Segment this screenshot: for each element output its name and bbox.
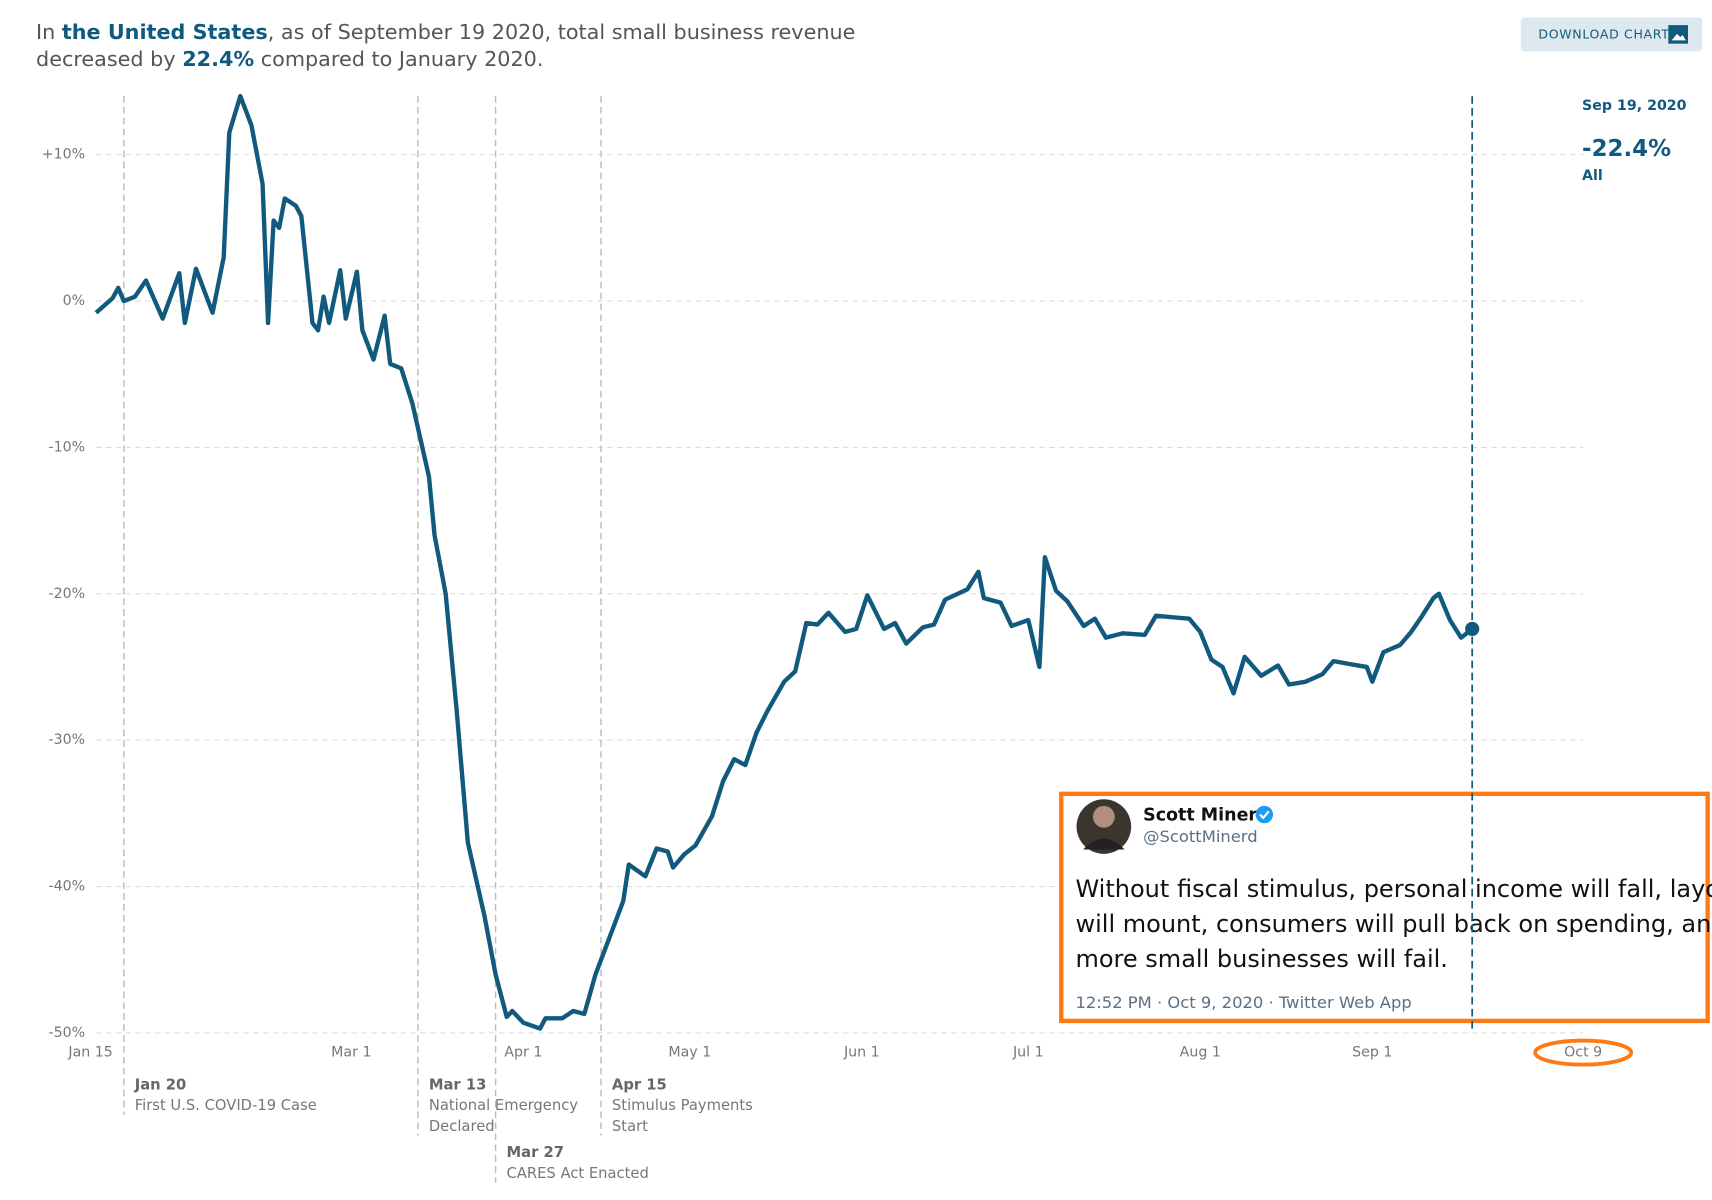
tweet-text: more small businesses will fail. bbox=[1075, 945, 1447, 973]
y-tick-label: -20% bbox=[49, 586, 86, 602]
header-text: compared to January 2020. bbox=[254, 47, 543, 71]
download-button[interactable]: DOWNLOAD CHART bbox=[1520, 17, 1703, 52]
y-tick-label: 0% bbox=[63, 293, 86, 309]
x-tick-label: Aug 1 bbox=[1180, 1045, 1221, 1061]
hover-layer: Sep 19, 2020 -22.4% All bbox=[1465, 96, 1687, 1033]
button-label[interactable]: DOWNLOAD CHART bbox=[1538, 26, 1669, 41]
x-tick-label: Jun 1 bbox=[843, 1045, 880, 1061]
tweet-text: Without fiscal stimulus, personal income… bbox=[1075, 875, 1712, 903]
end-point bbox=[1465, 621, 1480, 637]
highlight-ellipse bbox=[1533, 1038, 1634, 1067]
header-line-2: decreased by 22.4% compared to January 2… bbox=[36, 47, 543, 71]
tweet-name: Scott Minerd bbox=[1143, 806, 1269, 826]
x-tick-label: May 1 bbox=[668, 1045, 711, 1061]
x-tick-label: Jan 15 bbox=[67, 1045, 112, 1061]
event-label: Stimulus Payments bbox=[612, 1097, 753, 1114]
event-label: National Emergency bbox=[429, 1097, 578, 1114]
line bbox=[94, 93, 1474, 1031]
y-tick-label: -10% bbox=[49, 439, 86, 455]
tweet-text: will mount, consumers will pull back on … bbox=[1075, 910, 1712, 938]
x-tick-label: Oct 9 bbox=[1564, 1045, 1602, 1061]
header-text: In bbox=[36, 20, 62, 44]
event-date: Jan 20 bbox=[134, 1076, 187, 1093]
tweet: Scott Minerd @ScottMinerd Without fiscal… bbox=[1059, 791, 1712, 1024]
header-text: decreased by bbox=[36, 47, 182, 71]
x-tick-label: Sep 1 bbox=[1352, 1045, 1392, 1061]
header-line-1: In the United States, as of September 19… bbox=[36, 20, 855, 44]
header-location: the United States bbox=[62, 20, 268, 44]
event-label: CARES Act Enacted bbox=[507, 1165, 649, 1182]
button-icon[interactable] bbox=[1668, 25, 1688, 44]
tweet-handle: @ScottMinerd bbox=[1143, 827, 1257, 846]
verified-badge bbox=[1259, 810, 1270, 820]
tweet-meta: 12:52 PM · Oct 9, 2020 · Twitter Web App bbox=[1075, 993, 1411, 1012]
tweet-box bbox=[1059, 791, 1710, 1024]
hover-date: Sep 19, 2020 bbox=[1582, 98, 1687, 114]
button-bg[interactable] bbox=[1520, 17, 1703, 52]
plot: +10% 0% -10% -20% -30% -40% -50% Jan 15 Mar 1 Apr… bbox=[42, 93, 1634, 1183]
avatar bbox=[1083, 838, 1125, 850]
event-label: First U.S. COVID-19 Case bbox=[135, 1097, 317, 1114]
button-icon[interactable] bbox=[1671, 33, 1686, 41]
y-tick-label: -50% bbox=[49, 1025, 86, 1041]
hover-series: All bbox=[1582, 168, 1603, 184]
event-date: Mar 27 bbox=[507, 1144, 565, 1161]
avatar bbox=[1092, 805, 1115, 828]
x-tick-label: Jul 1 bbox=[1012, 1045, 1044, 1061]
y-tick-label: +10% bbox=[42, 147, 85, 163]
y-tick-label: -30% bbox=[49, 732, 86, 748]
x-tick-label: Apr 1 bbox=[504, 1045, 542, 1061]
header-text: , as of September 19 2020, total small b… bbox=[268, 20, 856, 44]
header-value: 22.4% bbox=[182, 47, 254, 71]
event-label: Declared bbox=[429, 1118, 495, 1135]
y-tick-label: -40% bbox=[49, 879, 86, 895]
event-date: Apr 15 bbox=[612, 1076, 667, 1093]
hover-value: -22.4% bbox=[1582, 136, 1671, 162]
event-label: Start bbox=[612, 1118, 648, 1135]
x-tick-label: Mar 1 bbox=[331, 1045, 371, 1061]
event-date: Mar 13 bbox=[429, 1076, 487, 1093]
verified-badge bbox=[1255, 805, 1274, 824]
